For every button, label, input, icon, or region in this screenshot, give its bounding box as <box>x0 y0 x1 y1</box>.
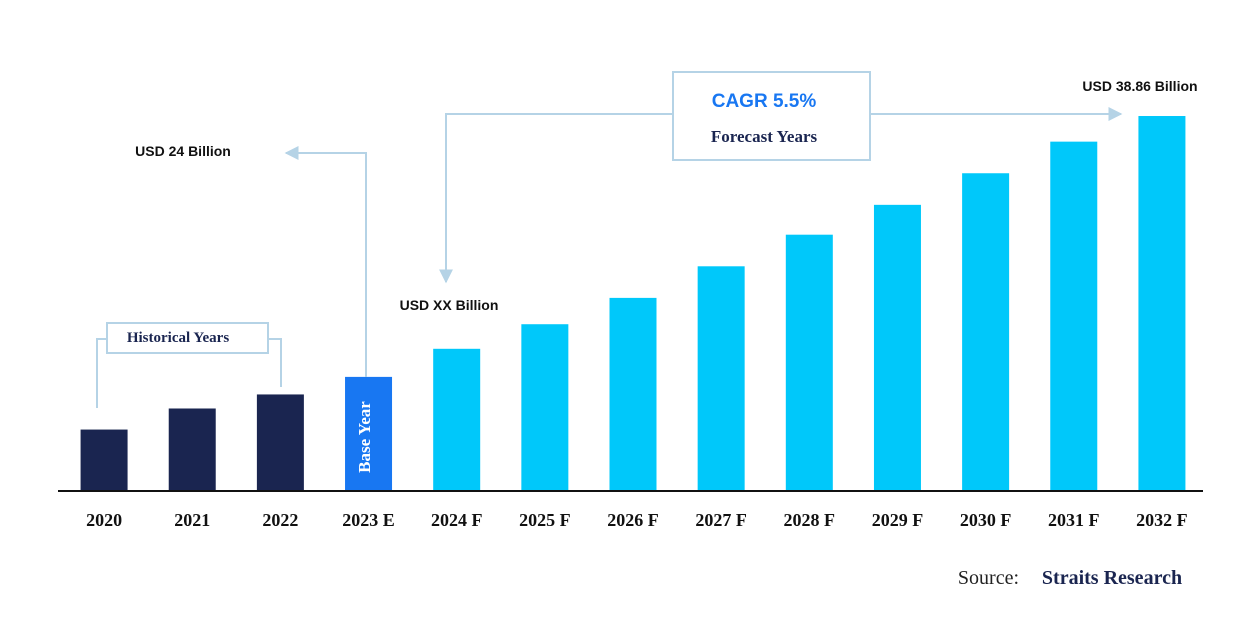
arrow <box>284 146 367 377</box>
x-tick-label: 2026 F <box>607 510 659 530</box>
x-tick-label: 2023 E <box>342 510 395 530</box>
x-tick-label: 2032 F <box>1136 510 1188 530</box>
bar <box>433 348 481 491</box>
x-tick-label: 2030 F <box>960 510 1012 530</box>
x-tick-label: 2025 F <box>519 510 571 530</box>
historical-label: Historical Years <box>127 330 229 346</box>
value-label: USD 24 Billion <box>135 143 231 159</box>
x-tick-label: 2028 F <box>784 510 836 530</box>
bar <box>1138 116 1186 491</box>
value-label: USD 38.86 Billion <box>1082 78 1197 94</box>
source-label: Source: <box>958 567 1019 589</box>
bar <box>80 429 128 491</box>
forecast-box <box>672 71 871 161</box>
x-tick-label: 2024 F <box>431 510 483 530</box>
bar <box>1050 141 1098 491</box>
x-tick-label: 2022 <box>262 510 298 530</box>
x-tick-label: 2021 <box>174 510 210 530</box>
bar <box>521 324 569 491</box>
base-year-label: Base Year <box>355 401 374 473</box>
x-tick-label: 2020 <box>86 510 122 530</box>
bar <box>168 408 216 491</box>
arrow <box>439 113 673 284</box>
bar <box>609 297 657 491</box>
bar <box>873 204 921 491</box>
x-tick-label: 2029 F <box>872 510 924 530</box>
x-tick-label: 2027 F <box>695 510 747 530</box>
bar <box>345 376 393 491</box>
source-name: Straits Research <box>1042 567 1182 589</box>
bracket <box>268 338 282 387</box>
forecast-label: Forecast Years <box>711 127 818 146</box>
bar <box>962 173 1010 491</box>
bracket <box>96 338 107 408</box>
x-tick-label: 2031 F <box>1048 510 1100 530</box>
forecast-value-label: USD XX Billion <box>400 297 499 313</box>
historical-box <box>106 322 269 354</box>
bar <box>256 394 304 491</box>
bars <box>80 116 1186 491</box>
bar <box>697 266 745 491</box>
cagr-label: CAGR 5.5% <box>712 91 817 112</box>
bar <box>785 234 833 491</box>
